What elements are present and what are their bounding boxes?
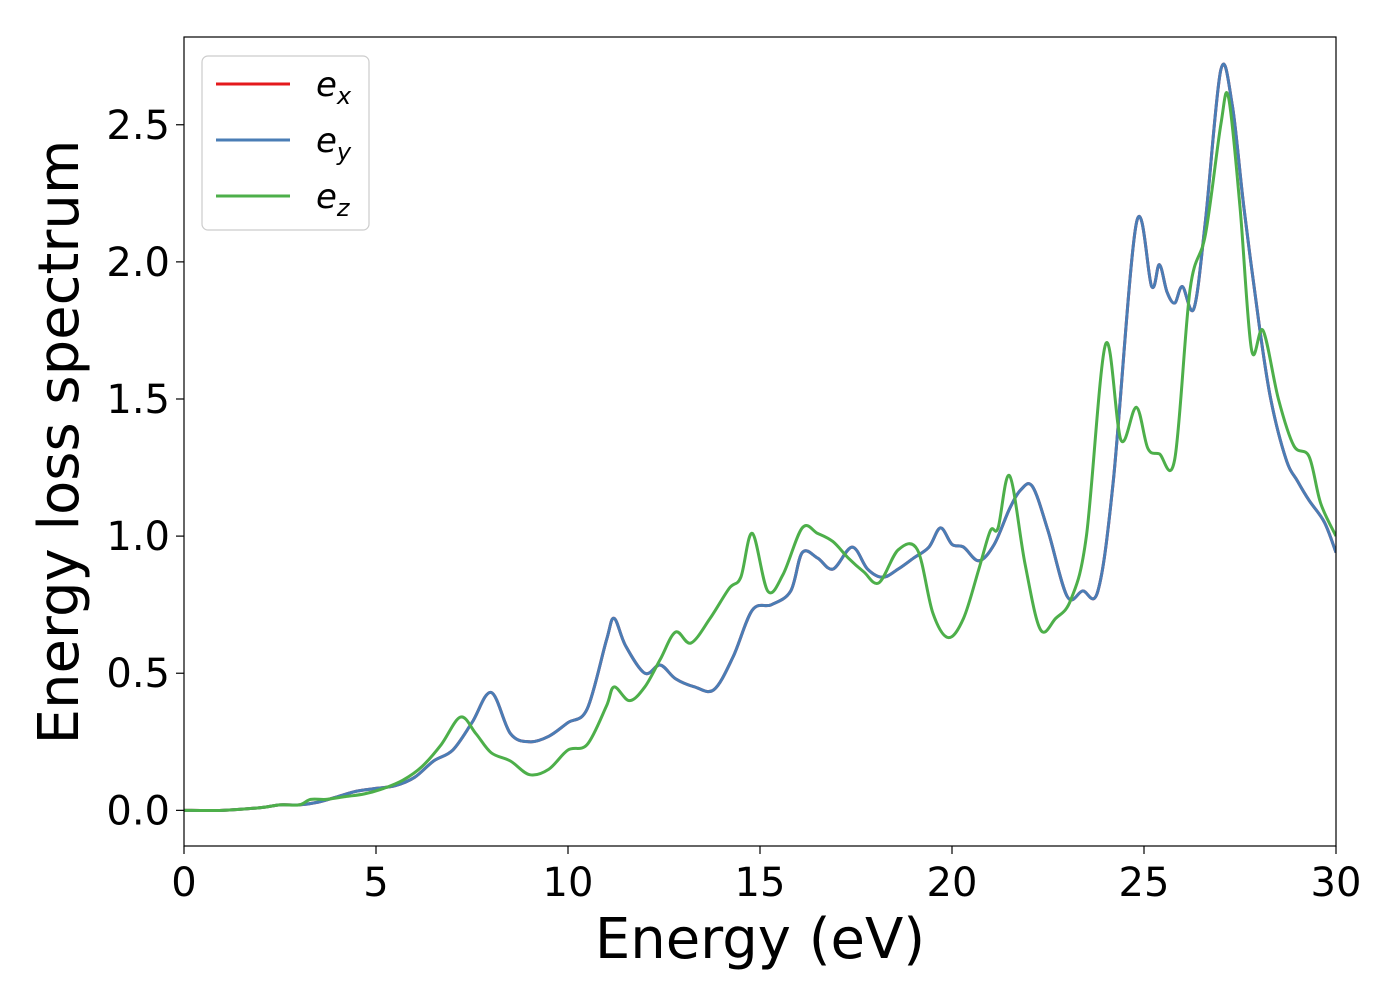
legend-box	[201, 55, 370, 231]
x-tick-label: 10	[543, 860, 594, 906]
legend-label-z: ez	[316, 177, 351, 222]
y-tick-label: 2.0	[106, 240, 170, 286]
y-tick-label: 0.5	[106, 651, 170, 697]
legend-label-y: ey	[316, 121, 352, 166]
plot-background	[184, 37, 1336, 846]
x-tick-label: 15	[735, 860, 786, 906]
y-tick-label: 2.5	[106, 103, 170, 149]
legend: ex ey ez	[201, 55, 370, 231]
x-axis-label: Energy (eV)	[595, 907, 925, 972]
x-tick-label: 25	[1119, 860, 1170, 906]
x-tick-label: 5	[363, 860, 388, 906]
series-line-e-z	[184, 91, 1336, 813]
y-tick-label: 1.0	[106, 514, 170, 560]
x-tick-label: 20	[927, 860, 978, 906]
y-tick-label: 0.0	[106, 788, 170, 834]
x-tick-label: 0	[171, 860, 196, 906]
x-tick-label: 30	[1311, 860, 1362, 906]
y-axis-label: Energy loss spectrum	[27, 140, 92, 745]
plot-area	[183, 36, 1337, 847]
y-tick-label: 1.5	[106, 377, 170, 423]
y-axis-ticks: 0.0 0.5 1.0 1.5 2.0 2.5	[106, 103, 184, 834]
x-axis-ticks: 0 5 10 15 20 25 30	[171, 846, 1361, 906]
legend-label-x: ex	[316, 65, 352, 110]
